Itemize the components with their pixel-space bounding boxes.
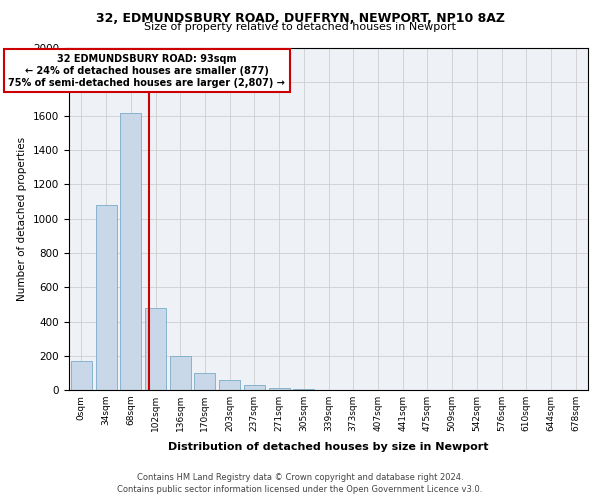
Bar xyxy=(219,380,240,390)
X-axis label: Distribution of detached houses by size in Newport: Distribution of detached houses by size … xyxy=(168,442,489,452)
Bar xyxy=(170,356,191,390)
Bar xyxy=(71,361,92,390)
Bar xyxy=(120,112,141,390)
Bar xyxy=(269,388,290,390)
Text: Size of property relative to detached houses in Newport: Size of property relative to detached ho… xyxy=(144,22,456,32)
Bar xyxy=(244,385,265,390)
Text: 32 EDMUNDSBURY ROAD: 93sqm
← 24% of detached houses are smaller (877)
75% of sem: 32 EDMUNDSBURY ROAD: 93sqm ← 24% of deta… xyxy=(8,54,285,88)
Bar xyxy=(145,308,166,390)
Y-axis label: Number of detached properties: Number of detached properties xyxy=(17,136,28,301)
Bar xyxy=(95,205,116,390)
Bar xyxy=(194,373,215,390)
Text: 32, EDMUNDSBURY ROAD, DUFFRYN, NEWPORT, NP10 8AZ: 32, EDMUNDSBURY ROAD, DUFFRYN, NEWPORT, … xyxy=(95,12,505,26)
Text: Contains HM Land Registry data © Crown copyright and database right 2024.: Contains HM Land Registry data © Crown c… xyxy=(137,472,463,482)
Text: Contains public sector information licensed under the Open Government Licence v3: Contains public sector information licen… xyxy=(118,485,482,494)
Bar xyxy=(293,389,314,390)
